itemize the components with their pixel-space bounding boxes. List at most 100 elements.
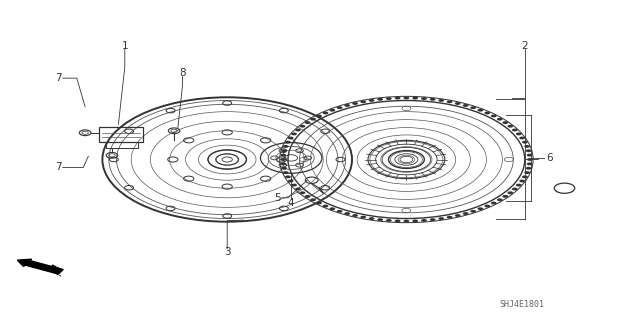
Text: SHJ4E1801: SHJ4E1801: [499, 300, 544, 309]
Circle shape: [527, 158, 533, 161]
Circle shape: [352, 214, 358, 217]
Circle shape: [491, 115, 497, 117]
Circle shape: [497, 118, 502, 121]
Circle shape: [281, 149, 287, 152]
Circle shape: [404, 219, 410, 223]
Circle shape: [395, 219, 401, 222]
Circle shape: [280, 154, 286, 157]
Text: 5: 5: [274, 193, 280, 203]
Circle shape: [330, 109, 335, 112]
Circle shape: [330, 207, 335, 210]
Circle shape: [280, 158, 285, 161]
Circle shape: [522, 141, 528, 144]
Circle shape: [463, 104, 468, 107]
Circle shape: [484, 112, 490, 115]
Circle shape: [369, 217, 374, 220]
Text: 7: 7: [56, 73, 62, 83]
Circle shape: [337, 106, 342, 109]
Circle shape: [508, 191, 513, 194]
Circle shape: [291, 132, 297, 135]
Circle shape: [360, 100, 366, 103]
Circle shape: [283, 145, 289, 148]
Circle shape: [310, 118, 316, 121]
Text: 3: 3: [224, 247, 230, 257]
Circle shape: [527, 162, 532, 165]
Circle shape: [519, 180, 525, 182]
Circle shape: [285, 141, 291, 144]
Circle shape: [512, 129, 518, 131]
Circle shape: [316, 115, 322, 117]
Circle shape: [516, 184, 522, 187]
Circle shape: [430, 98, 436, 101]
Circle shape: [447, 216, 452, 219]
Circle shape: [526, 167, 532, 170]
Circle shape: [300, 125, 305, 128]
Circle shape: [377, 98, 383, 101]
Circle shape: [280, 162, 286, 165]
Circle shape: [344, 212, 350, 215]
Circle shape: [430, 218, 436, 221]
Circle shape: [386, 97, 392, 100]
Circle shape: [519, 137, 525, 139]
Circle shape: [421, 219, 427, 222]
Circle shape: [516, 132, 522, 135]
Text: 6: 6: [546, 153, 552, 163]
Circle shape: [527, 154, 532, 157]
Bar: [99, 127, 143, 142]
Text: 2: 2: [522, 41, 528, 51]
Circle shape: [352, 102, 358, 105]
Circle shape: [295, 129, 301, 131]
Text: 1: 1: [122, 41, 128, 51]
Circle shape: [323, 112, 328, 115]
Circle shape: [470, 106, 476, 109]
Circle shape: [412, 219, 418, 222]
Circle shape: [360, 216, 366, 219]
Text: 7: 7: [56, 162, 62, 173]
Circle shape: [438, 217, 444, 220]
Circle shape: [502, 121, 508, 124]
Circle shape: [386, 219, 392, 222]
Circle shape: [524, 171, 530, 174]
Circle shape: [344, 104, 350, 107]
Circle shape: [300, 191, 305, 194]
Circle shape: [281, 167, 287, 170]
Circle shape: [395, 97, 401, 100]
Circle shape: [305, 121, 310, 124]
Circle shape: [512, 188, 518, 190]
Circle shape: [288, 180, 294, 182]
Circle shape: [463, 212, 468, 215]
Circle shape: [377, 218, 383, 221]
Circle shape: [316, 202, 322, 204]
Circle shape: [438, 99, 444, 102]
Circle shape: [285, 175, 291, 178]
Text: 4: 4: [288, 197, 294, 208]
Circle shape: [310, 198, 316, 201]
Circle shape: [404, 96, 410, 100]
Circle shape: [369, 99, 374, 102]
FancyArrow shape: [17, 259, 63, 274]
Circle shape: [522, 175, 528, 178]
Circle shape: [455, 102, 461, 105]
Circle shape: [291, 184, 297, 187]
Circle shape: [526, 149, 532, 152]
Circle shape: [323, 204, 328, 207]
Circle shape: [477, 109, 483, 112]
Text: FR.: FR.: [47, 264, 65, 279]
Circle shape: [508, 125, 513, 128]
Circle shape: [484, 204, 490, 207]
Circle shape: [421, 97, 427, 100]
Circle shape: [502, 195, 508, 198]
Text: 8: 8: [179, 68, 186, 78]
Circle shape: [491, 202, 497, 204]
Circle shape: [337, 210, 342, 213]
Circle shape: [295, 188, 301, 190]
Circle shape: [288, 137, 294, 139]
Circle shape: [524, 145, 530, 148]
Circle shape: [447, 100, 452, 103]
Circle shape: [470, 210, 476, 213]
Circle shape: [305, 195, 310, 198]
Circle shape: [412, 97, 418, 100]
Circle shape: [477, 207, 483, 210]
Circle shape: [283, 171, 289, 174]
Circle shape: [455, 214, 461, 217]
